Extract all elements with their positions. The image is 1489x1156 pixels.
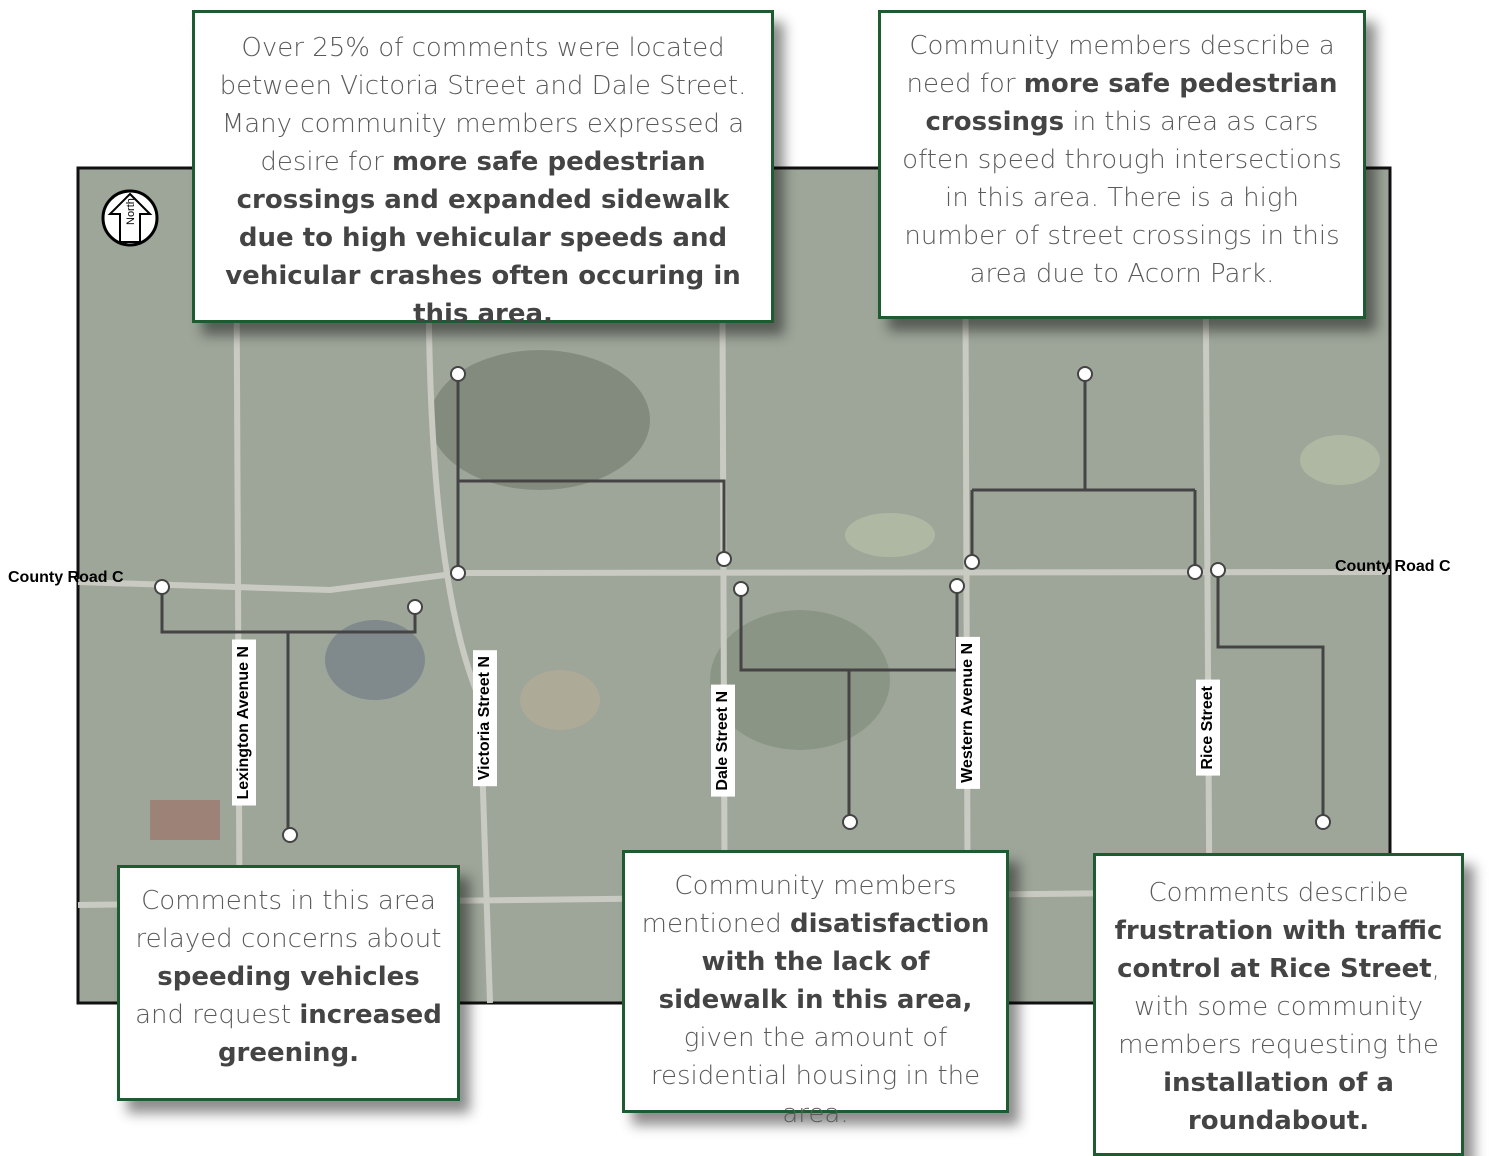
- page: North County Road C County Road C Lexingto…: [0, 0, 1489, 1156]
- callout: Comments describe frustration with traff…: [1093, 853, 1464, 1156]
- callout-text: and request: [135, 1000, 299, 1030]
- callout-bold-text: speeding vehicles: [157, 962, 420, 992]
- north-label: North: [125, 198, 137, 225]
- street-label: Rice Street: [1196, 680, 1220, 776]
- road-label: County Road C: [1335, 558, 1451, 576]
- street-label: Lexington Avenue N: [232, 640, 256, 806]
- callout-text: Comments describe: [1149, 878, 1409, 908]
- callout: Community members describe a need for mo…: [878, 10, 1366, 319]
- callout-bold-text: installation of a roundabout.: [1163, 1068, 1394, 1136]
- callout: Community members mentioned disatisfacti…: [622, 850, 1009, 1113]
- street-label: Western Avenue N: [956, 637, 980, 789]
- street-label: Victoria Street N: [473, 650, 497, 786]
- street-label: Dale Street N: [711, 685, 735, 797]
- north-arrow: North: [103, 191, 157, 245]
- callout: Over 25% of comments were located betwee…: [192, 10, 774, 323]
- callout: Comments in this area relayed concerns a…: [117, 865, 460, 1101]
- callout-bold-text: frustration with traffic control at Rice…: [1115, 916, 1443, 984]
- callout-text: Comments in this area relayed concerns a…: [136, 886, 442, 954]
- road-label: County Road C: [8, 569, 124, 587]
